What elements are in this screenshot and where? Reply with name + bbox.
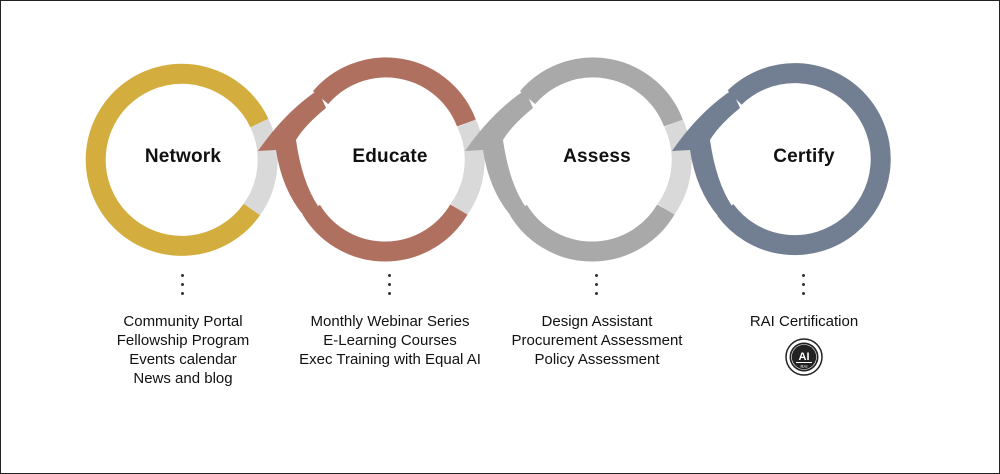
- vertical-dots-icon: [173, 272, 193, 298]
- badge-sub-lettering: RAI: [801, 364, 808, 369]
- stage-title-assess: Assess: [563, 146, 631, 167]
- stage-tail-assess: [465, 90, 533, 216]
- stage-tail-certify: [672, 90, 740, 216]
- stage-ring-educate-lower: [302, 204, 468, 262]
- stage-items-educate: Monthly Webinar Series E-Learning Course…: [280, 312, 500, 369]
- connector-arc-educate-assess: [450, 118, 485, 216]
- badge-lettering: AI: [799, 351, 810, 363]
- stage-ring-assess: [520, 57, 683, 127]
- stage-tail-educate: [258, 90, 326, 216]
- stage-items-certify: RAI Certification: [694, 312, 914, 331]
- list-item: E-Learning Courses: [323, 332, 457, 349]
- list-item: Monthly Webinar Series: [310, 313, 470, 330]
- stage-items-network: Community Portal Fellowship Program Even…: [73, 312, 293, 388]
- vertical-dots-icon: [587, 272, 607, 298]
- list-item: Events calendar: [129, 351, 237, 368]
- list-item: Fellowship Program: [116, 332, 250, 349]
- list-item: Community Portal: [123, 313, 243, 330]
- stage-title-network: Network: [144, 146, 222, 167]
- list-item: Policy Assessment: [534, 351, 660, 368]
- stage-items-assess: Design Assistant Procurement Assessment …: [487, 312, 707, 369]
- list-item: Exec Training with Equal AI: [299, 351, 481, 368]
- list-item: Procurement Assessment: [511, 332, 683, 349]
- stage-title-certify: Certify: [773, 146, 835, 167]
- stage-ring-network: [85, 63, 269, 256]
- stage-ring-assess-lower: [509, 204, 675, 262]
- ai-certification-badge-icon: AI RAI: [785, 338, 823, 376]
- list-item: News and blog: [133, 370, 233, 387]
- list-item: RAI Certification: [749, 313, 859, 330]
- stage-title-educate: Educate: [352, 146, 428, 167]
- stage-ring-educate: [313, 57, 476, 127]
- connector-arc-assess-certify: [657, 118, 692, 216]
- vertical-dots-icon: [794, 272, 814, 298]
- list-item: Design Assistant: [541, 313, 653, 330]
- vertical-dots-icon: [380, 272, 400, 298]
- connector-arc-network-educate: [243, 118, 278, 216]
- stage-ring-certify: [717, 63, 891, 256]
